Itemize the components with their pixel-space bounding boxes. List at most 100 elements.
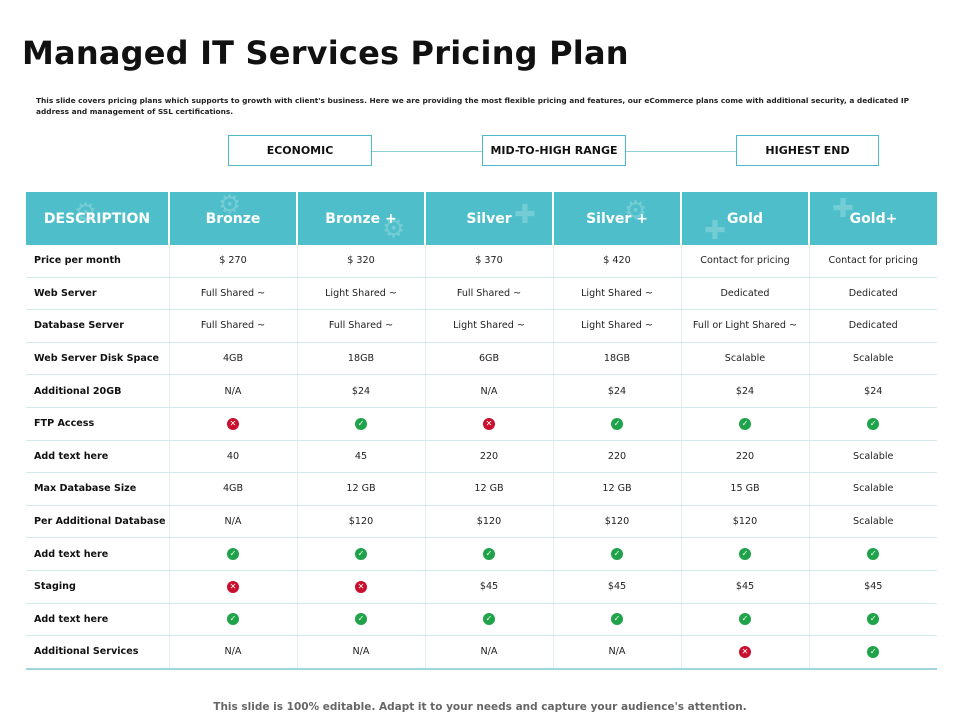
table-cell: Full Shared ~ (297, 309, 426, 343)
plus-icon: ✚ (514, 200, 536, 230)
column-header: ✚ Gold+ (809, 192, 937, 245)
check-icon: ✓ (227, 548, 239, 561)
table-cell: $45 (553, 570, 682, 604)
tier-connector (626, 151, 736, 152)
table-cell: Dedicated (809, 277, 937, 311)
table-cell: N/A (169, 505, 298, 539)
check-icon: ✓ (483, 548, 495, 561)
column-header: ⚙ Bronze (169, 192, 298, 245)
gear-icon: ⚙ (624, 196, 648, 226)
table-cell: $120 (681, 505, 810, 539)
table-cell: ✕ (169, 407, 298, 441)
table-cell: Dedicated (809, 309, 937, 343)
table-cell: $45 (809, 570, 937, 604)
row-label: Web Server Disk Space (26, 342, 170, 376)
table-cell: ✓ (297, 603, 426, 637)
table-cell: Scalable (809, 440, 937, 474)
table-cell: Dedicated (681, 277, 810, 311)
table-cell: 220 (425, 440, 554, 474)
tier-bar: ECONOMIC MID-TO-HIGH RANGE HIGHEST END (0, 135, 960, 169)
table-cell: Light Shared ~ (553, 277, 682, 311)
row-label: Add text here (26, 440, 170, 474)
column-header: ⚙ Bronze + (297, 192, 426, 245)
table-header-row: ⚙ DESCRIPTION ⚙ Bronze ⚙ Bronze + ✚ Silver ⚙… (26, 192, 937, 245)
table-cell: ✓ (169, 603, 298, 637)
table-row: Web Server Disk Space 4GB 18GB 6GB 18GB Scala… (26, 342, 937, 376)
check-icon: ✓ (867, 548, 880, 561)
check-icon: ✓ (355, 548, 367, 561)
check-icon: ✓ (739, 548, 751, 561)
table-cell: ✕ (681, 635, 810, 670)
table-cell: ✕ (169, 570, 298, 604)
check-icon: ✓ (483, 613, 495, 626)
row-label: Max Database Size (26, 472, 170, 506)
table-row: Add text here ✓ ✓ ✓ ✓ ✓ ✓ (26, 603, 937, 637)
check-icon: ✓ (739, 613, 751, 626)
table-cell: $ 420 (553, 245, 682, 278)
row-label: Per Additional Database (26, 505, 170, 539)
table-cell: Full Shared ~ (425, 277, 554, 311)
table-cell: N/A (297, 635, 426, 670)
table-cell: Scalable (809, 342, 937, 376)
table-cell: ✓ (681, 407, 810, 441)
table-cell: ✓ (425, 537, 554, 571)
table-cell: 220 (553, 440, 682, 474)
table-cell: N/A (169, 635, 298, 670)
check-icon: ✓ (611, 548, 623, 561)
cross-icon: ✕ (227, 580, 239, 593)
table-row: Add text here 40 45 220 220 220 Scalable (26, 440, 937, 474)
table-cell: ✓ (297, 407, 426, 441)
table-cell: $ 370 (425, 245, 554, 278)
table-row: Additional Services N/A N/A N/A N/A ✕ ✓ (26, 635, 937, 670)
table-row: Price per month $ 270 $ 320 $ 370 $ 420 Conta… (26, 245, 937, 278)
tier-economic: ECONOMIC (228, 135, 372, 166)
slide-description: This slide covers pricing plans which su… (36, 96, 909, 116)
gear-icon: ⚙ (218, 192, 242, 220)
table-cell: ✓ (681, 537, 810, 571)
footer-note: This slide is 100% editable. Adapt it to… (213, 701, 747, 713)
table-cell: N/A (169, 374, 298, 408)
table-cell: Full Shared ~ (169, 277, 298, 311)
plus-icon: ✚ (832, 194, 854, 224)
table-cell: Scalable (809, 505, 937, 539)
check-icon: ✓ (611, 417, 623, 430)
row-label: Additional Services (26, 635, 170, 670)
table-cell: ✓ (553, 603, 682, 637)
table-cell: ✓ (425, 603, 554, 637)
row-label: FTP Access (26, 407, 170, 441)
table-row: Additional 20GB N/A $24 N/A $24 $24 $24 (26, 374, 937, 408)
cross-icon: ✕ (483, 417, 495, 430)
table-cell: Light Shared ~ (425, 309, 554, 343)
table-cell: Full Shared ~ (169, 309, 298, 343)
table-cell: 6GB (425, 342, 554, 376)
table-cell: 12 GB (425, 472, 554, 506)
table-cell: $120 (297, 505, 426, 539)
table-cell: ✓ (809, 635, 937, 670)
tier-mid-to-high: MID-TO-HIGH RANGE (482, 135, 626, 166)
cross-icon: ✕ (355, 580, 367, 593)
table-cell: Light Shared ~ (297, 277, 426, 311)
table-cell: 4GB (169, 472, 298, 506)
table-cell: ✕ (297, 570, 426, 604)
row-label: Additional 20GB (26, 374, 170, 408)
check-icon: ✓ (739, 417, 751, 430)
cross-icon: ✕ (227, 417, 239, 430)
table-row: Max Database Size 4GB 12 GB 12 GB 12 GB 15 GB… (26, 472, 937, 506)
cross-icon: ✕ (739, 645, 751, 658)
table-cell: $45 (681, 570, 810, 604)
table-cell: ✕ (425, 407, 554, 441)
table-row: Database Server Full Shared ~ Full Shared … (26, 309, 937, 343)
check-icon: ✓ (867, 613, 880, 626)
check-icon: ✓ (867, 645, 880, 658)
table-cell: 12 GB (297, 472, 426, 506)
table-cell: $45 (425, 570, 554, 604)
table-cell: ✓ (169, 537, 298, 571)
table-cell: ✓ (553, 407, 682, 441)
table-cell: 220 (681, 440, 810, 474)
column-header: ⚙ Silver + (553, 192, 682, 245)
gear-icon: ⚙ (382, 214, 406, 244)
table-row: Per Additional Database N/A $120 $120 $120 $1… (26, 505, 937, 539)
row-label: Database Server (26, 309, 170, 343)
table-cell: ✓ (809, 407, 937, 441)
table-cell: 15 GB (681, 472, 810, 506)
